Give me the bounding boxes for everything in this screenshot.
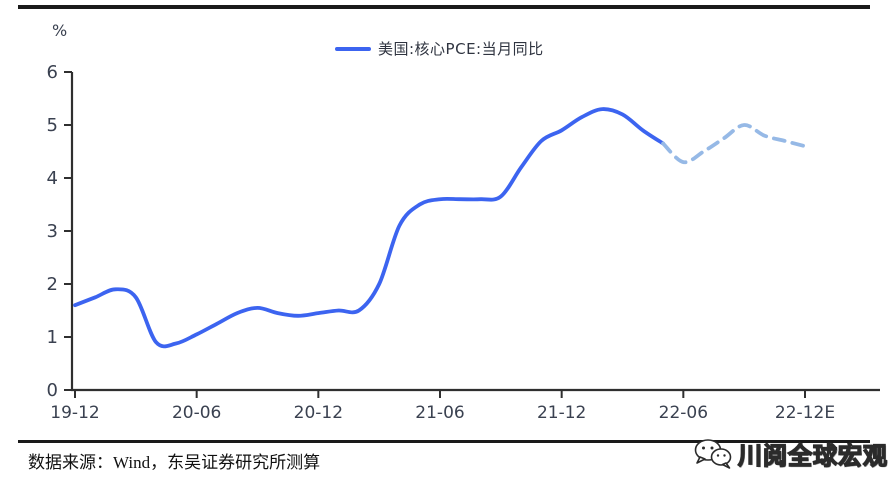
y-tick-label: 6: [47, 62, 58, 83]
axis-lines: [70, 72, 880, 392]
y-tick-label: 5: [47, 115, 58, 136]
x-tick-label: 19-12: [50, 403, 99, 423]
x-tick-label: 22-12E: [775, 403, 835, 423]
bottom-divider: [18, 440, 870, 443]
y-tick-label: 2: [47, 274, 58, 295]
x-tick-label: 22-06: [659, 403, 708, 423]
legend-label: 美国:核心PCE:当月同比: [378, 40, 544, 58]
brand-logo-text: 川阅全球宏观: [737, 441, 888, 470]
x-tick-label: 21-12: [537, 403, 586, 423]
y-axis-unit-label: %: [52, 21, 68, 40]
y-tick-label: 3: [47, 221, 58, 242]
data-source-note: 数据来源：Wind，东吴证券研究所测算: [28, 453, 321, 472]
top-divider: [18, 5, 870, 9]
wechat-icon: [694, 438, 732, 469]
legend-line-swatch: [335, 46, 371, 51]
y-tick-label: 4: [47, 168, 58, 189]
series-line-forecast: [661, 123, 807, 165]
x-tick-label: 20-12: [294, 403, 343, 423]
series-line-actual: [73, 107, 665, 349]
brand-logo: 川阅全球宏观: [692, 436, 888, 471]
y-tick-label: 1: [47, 327, 58, 348]
x-tick-label: 20-06: [172, 403, 221, 423]
chart-legend: 美国:核心PCE:当月同比: [335, 38, 544, 59]
y-tick-label: 0: [47, 380, 58, 401]
x-tick-label: 21-06: [415, 403, 464, 423]
